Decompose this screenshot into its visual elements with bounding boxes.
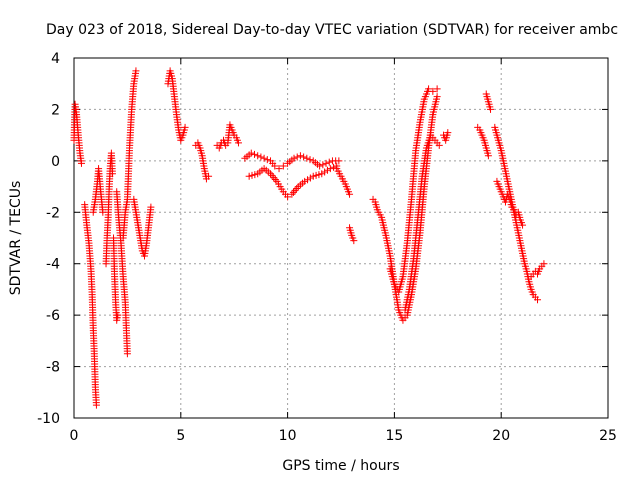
y-tick-label: -4 bbox=[46, 257, 60, 273]
gridlines bbox=[74, 58, 608, 418]
data-point bbox=[540, 260, 548, 268]
data-point bbox=[346, 190, 354, 198]
data-point bbox=[250, 150, 258, 158]
data-point bbox=[435, 141, 443, 149]
data-point bbox=[316, 162, 324, 170]
data-point bbox=[296, 152, 304, 160]
data-point bbox=[289, 188, 297, 196]
data-point bbox=[306, 156, 314, 164]
data-point bbox=[425, 85, 433, 93]
data-point bbox=[323, 166, 331, 174]
chart-title: Day 023 of 2018, Sidereal Day-to-day VTE… bbox=[46, 22, 618, 38]
data-point bbox=[279, 162, 287, 170]
x-tick-label: 5 bbox=[176, 428, 185, 444]
data-point bbox=[321, 168, 329, 176]
plot-frame bbox=[73, 57, 609, 419]
x-tick-label: 0 bbox=[70, 428, 79, 444]
data-point bbox=[205, 172, 213, 180]
data-point bbox=[325, 158, 333, 166]
data-point bbox=[433, 93, 441, 101]
data-point bbox=[534, 296, 542, 304]
x-tick-label: 20 bbox=[492, 428, 510, 444]
data-point bbox=[254, 152, 262, 160]
data-point bbox=[108, 170, 116, 178]
x-tick-labels: 0 5 10 15 20 25 bbox=[70, 428, 617, 444]
data-point bbox=[251, 171, 259, 179]
x-tick-label: 25 bbox=[599, 428, 617, 444]
data-point bbox=[257, 153, 265, 161]
y-tick-label: 4 bbox=[51, 51, 60, 67]
data-point bbox=[318, 170, 326, 178]
y-tick-labels: 4 2 0 -2 -4 -6 -8 -10 bbox=[37, 51, 60, 427]
x-tick-label: 15 bbox=[385, 428, 403, 444]
y-axis-label: SDTVAR / TECUs bbox=[8, 181, 24, 296]
data-point bbox=[487, 105, 495, 113]
x-tick-label: 10 bbox=[279, 428, 297, 444]
data-point bbox=[77, 159, 85, 167]
data-point bbox=[271, 162, 279, 170]
y-tick-label: 0 bbox=[51, 154, 60, 170]
data-point bbox=[319, 161, 327, 169]
y-tick-label: -6 bbox=[46, 308, 60, 324]
data-point bbox=[181, 123, 189, 131]
data-point bbox=[271, 176, 279, 183]
data-point bbox=[303, 154, 311, 162]
data-point bbox=[275, 165, 283, 173]
data-point bbox=[290, 154, 298, 162]
data-point bbox=[123, 350, 131, 358]
data-points bbox=[70, 67, 548, 409]
data-point bbox=[433, 85, 441, 93]
data-point bbox=[519, 221, 527, 229]
y-tick-label: -8 bbox=[46, 360, 60, 376]
data-point bbox=[309, 172, 317, 180]
data-point bbox=[284, 193, 292, 201]
data-point bbox=[293, 153, 301, 161]
data-point bbox=[263, 156, 271, 164]
data-point bbox=[350, 237, 358, 245]
data-point bbox=[315, 171, 323, 179]
data-point bbox=[248, 171, 256, 179]
data-point bbox=[330, 163, 338, 171]
y-tick-label: -10 bbox=[37, 411, 60, 427]
data-point bbox=[245, 172, 253, 180]
data-point bbox=[306, 174, 314, 182]
data-point bbox=[335, 157, 343, 165]
data-point bbox=[247, 149, 255, 157]
data-point bbox=[132, 67, 140, 75]
data-point bbox=[300, 153, 308, 161]
data-point bbox=[114, 311, 122, 319]
x-axis-label: GPS time / hours bbox=[282, 458, 399, 474]
data-point bbox=[312, 171, 320, 179]
data-point bbox=[322, 159, 330, 167]
data-point bbox=[147, 203, 155, 211]
data-point bbox=[234, 139, 242, 147]
data-point bbox=[326, 165, 334, 173]
data-point bbox=[444, 129, 452, 137]
y-tick-label: 2 bbox=[51, 102, 60, 118]
data-point bbox=[260, 154, 268, 162]
data-point bbox=[484, 152, 492, 160]
data-point bbox=[291, 186, 299, 194]
data-point bbox=[301, 177, 309, 185]
data-point bbox=[268, 172, 276, 180]
y-tick-label: -2 bbox=[46, 205, 60, 221]
data-point bbox=[270, 174, 278, 182]
data-point bbox=[429, 87, 437, 95]
axis-ticks bbox=[73, 57, 609, 419]
data-point bbox=[304, 176, 312, 184]
data-point bbox=[92, 401, 100, 409]
data-point bbox=[293, 185, 301, 192]
